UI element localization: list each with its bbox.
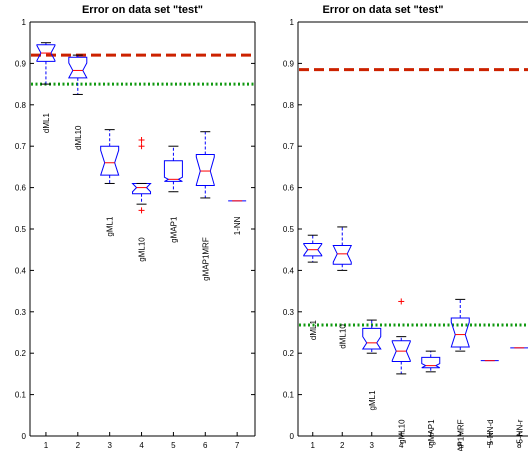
- category-label: dML1: [42, 113, 51, 134]
- outlier-marker: [398, 298, 405, 305]
- category-label: dML10: [338, 324, 347, 349]
- x-tick-label: 4: [139, 441, 144, 450]
- category-label: 5-NN-d: [486, 419, 495, 445]
- outlier-marker: [138, 143, 145, 150]
- box-dML10: dML10: [332, 226, 353, 349]
- y-tick-label: 0.1: [283, 391, 295, 400]
- box-body: [36, 44, 56, 62]
- y-tick-label: 0.5: [283, 225, 295, 234]
- category-label: gMAP1MRF: [201, 237, 210, 281]
- y-tick-label: 0.9: [15, 59, 27, 68]
- y-tick-label: 0.7: [15, 142, 27, 151]
- x-tick-label: 5: [429, 441, 434, 450]
- x-tick-label: 6: [203, 441, 208, 450]
- y-tick-label: 0.8: [15, 101, 27, 110]
- box-body: [421, 356, 441, 369]
- y-tick-label: 0.1: [15, 391, 27, 400]
- category-label: gML1: [368, 390, 377, 411]
- box-gML1: gML1: [99, 129, 120, 237]
- y-tick-label: 0.6: [283, 184, 295, 193]
- x-tick-label: 1: [44, 441, 49, 450]
- category-label: gML1: [106, 216, 115, 237]
- chart-title: Error on data set "test": [82, 4, 203, 16]
- y-tick-label: 0.6: [15, 184, 27, 193]
- box-body: [332, 245, 353, 265]
- x-tick-label: 3: [107, 441, 112, 450]
- box-gML10: gML10: [391, 298, 411, 444]
- box-body: [163, 160, 183, 182]
- outlier-marker: [138, 207, 145, 214]
- box-body: [303, 242, 323, 257]
- box-gML1: gML1: [361, 319, 382, 411]
- category-label: gMAP1: [427, 419, 436, 446]
- box-gMAP1: gMAP1: [421, 350, 441, 446]
- y-tick-label: 0.8: [283, 101, 295, 110]
- box-body: [195, 153, 215, 187]
- box-gMAP1MRF: gMAP1MRF: [450, 298, 470, 451]
- box-body: [67, 56, 88, 79]
- x-tick-label: 3: [370, 441, 375, 450]
- chart-panel-2: Error on data set "test" 0 0.1 0.2 0.3 0.4 0.5…: [283, 4, 528, 451]
- x-tick-label: 6: [458, 441, 463, 450]
- y-tick-label: 0.9: [283, 59, 295, 68]
- x-tick-label: 2: [340, 441, 345, 450]
- y-tick-label: 0.2: [283, 349, 295, 358]
- category-label: dML10: [74, 125, 83, 150]
- x-tick-label: 5: [171, 441, 176, 450]
- category-label: 1-NN: [233, 216, 242, 235]
- box-dML10: dML10: [67, 54, 88, 150]
- box-5-NN-r: 5-NN-r: [510, 347, 528, 443]
- y-tick-label: 1: [290, 18, 295, 27]
- box-body: [391, 340, 411, 362]
- y-tick-label: 0.4: [283, 266, 295, 275]
- x-tick-label: 2: [76, 441, 81, 450]
- box-5-NN-d: 5-NN-d: [480, 360, 499, 445]
- x-tick-label: 1: [311, 441, 316, 450]
- x-tick-label: 7: [235, 441, 240, 450]
- category-label: dML1: [309, 320, 318, 341]
- chart-title: Error on data set "test": [322, 4, 443, 16]
- outlier-marker: [138, 136, 145, 143]
- y-tick-label: 0.3: [15, 308, 27, 317]
- category-label: gMAP1: [169, 216, 178, 243]
- box-body: [361, 327, 382, 350]
- box-1-NN: 1-NN: [228, 200, 247, 235]
- box-gMAP1: gMAP1: [163, 145, 183, 243]
- x-tick-label: 7: [488, 441, 493, 450]
- y-tick-label: 0.2: [15, 349, 27, 358]
- category-label: 5-NN-r: [515, 419, 524, 443]
- x-tick-label: 8: [517, 441, 522, 450]
- box-body: [450, 317, 470, 348]
- category-label: gMAP1MRF: [456, 419, 465, 451]
- y-tick-label: 0.5: [15, 225, 27, 234]
- chart-panel-1: Error on data set "test" 0 0.1 0.2 0.3 0.4 0.5…: [15, 4, 256, 450]
- y-tick-label: 0: [290, 432, 295, 441]
- box-dML1: dML1: [36, 42, 56, 134]
- y-tick-label: 0: [22, 432, 27, 441]
- y-tick-label: 0.7: [283, 142, 295, 151]
- box-body: [131, 182, 152, 195]
- category-label: gML10: [138, 237, 147, 262]
- box-gML10: gML10: [131, 136, 152, 262]
- y-tick-label: 0.4: [15, 266, 27, 275]
- box-dML1: dML1: [303, 234, 323, 341]
- box-body: [99, 145, 120, 176]
- box-gMAP1MRF: gMAP1MRF: [195, 131, 215, 281]
- x-tick-label: 4: [399, 441, 404, 450]
- y-tick-label: 0.3: [283, 308, 295, 317]
- y-tick-label: 1: [22, 18, 27, 27]
- category-label: gML10: [397, 419, 406, 444]
